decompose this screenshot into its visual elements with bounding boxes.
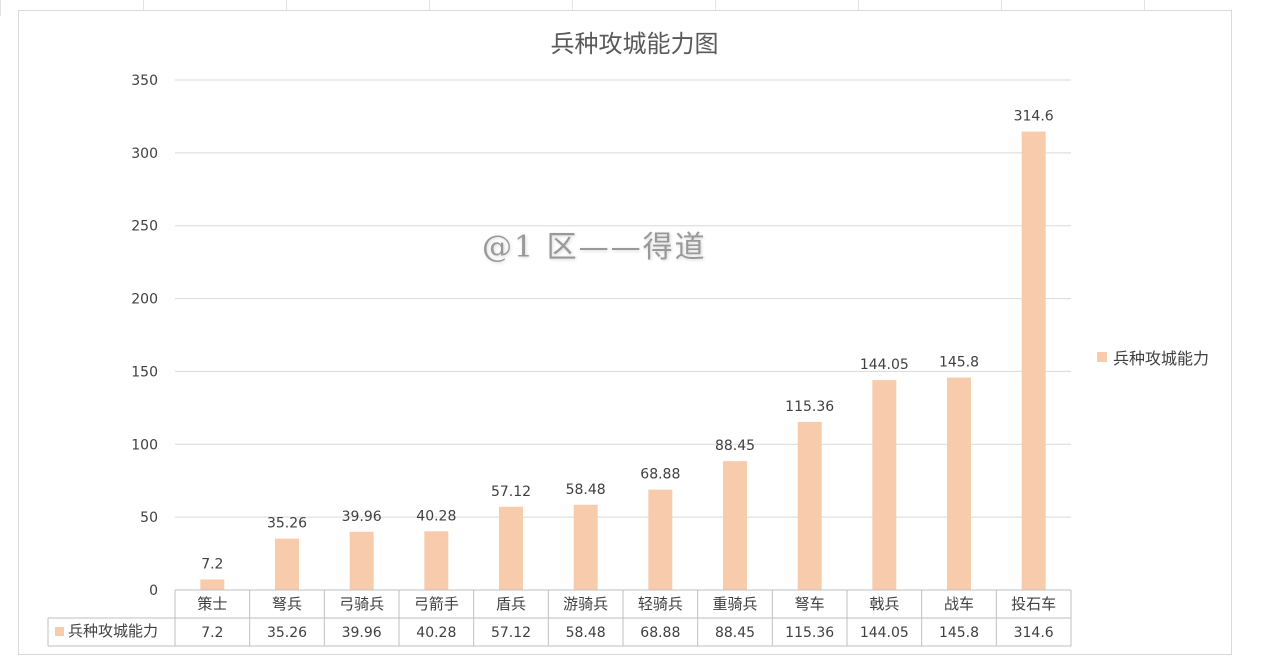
bar [797,421,822,590]
bar [947,377,971,590]
table-value: 40.28 [416,625,456,641]
data-label: 145.8 [939,355,979,371]
x-category-label: 策士 [197,595,227,613]
table-value: 145.8 [939,625,979,641]
table-value: 115.36 [785,625,834,641]
table-value: 39.96 [342,625,382,641]
x-category-label: 弩车 [795,595,825,613]
x-category-label: 弓箭手 [414,595,459,613]
bar [499,506,523,590]
legend: 兵种攻城能力 [1097,345,1209,369]
bar [349,531,374,590]
x-category-label: 盾兵 [496,595,526,613]
x-category-label: 投石车 [1011,595,1056,613]
table-value: 144.05 [860,625,909,641]
x-category-label: 游骑兵 [563,595,608,613]
data-label: 314.6 [1014,109,1054,125]
data-label: 88.45 [715,438,755,454]
table-value: 68.88 [640,625,680,641]
data-label: 68.88 [640,467,680,483]
x-category-label: 弓骑兵 [339,595,384,613]
y-tick-label: 300 [131,146,158,162]
data-label: 40.28 [416,508,456,524]
table-value: 88.45 [715,625,755,641]
x-category-label: 重骑兵 [712,595,757,613]
x-category-label: 轻骑兵 [638,595,683,613]
y-tick-label: 350 [131,73,158,89]
y-tick-label: 50 [140,510,158,526]
x-category-label: 战车 [944,595,974,613]
data-label: 58.48 [566,482,606,498]
bar [275,538,299,590]
bar [573,504,598,590]
bar [648,489,673,590]
bar [1021,131,1046,590]
x-category-label: 弩兵 [272,595,302,613]
bar [723,461,747,590]
bar [424,531,449,590]
y-tick-label: 250 [131,219,158,235]
legend-label: 兵种攻城能力 [1113,349,1210,368]
table-value: 35.26 [267,625,307,641]
legend-swatch [1097,352,1107,362]
bar [872,380,897,590]
data-label: 35.26 [267,516,307,532]
table-value: 58.48 [566,625,606,641]
y-tick-label: 200 [131,292,158,308]
y-tick-label: 100 [131,437,158,453]
table-value: 57.12 [491,625,531,641]
watermark: @1 区——得道 [482,230,707,265]
data-label: 39.96 [342,509,382,525]
table-series-name: 兵种攻城能力 [68,622,158,640]
y-tick-label: 0 [149,583,158,599]
data-label: 144.05 [860,357,909,373]
data-label: 57.12 [491,484,531,500]
table-value: 7.2 [201,625,223,641]
y-tick-label: 150 [131,364,158,380]
table-value: 314.6 [1014,625,1054,641]
chart-title: 兵种攻城能力图 [550,30,719,58]
data-label: 115.36 [785,399,834,415]
x-category-label: 戟兵 [869,595,899,613]
bar [200,579,225,590]
data-label: 7.2 [201,557,223,573]
table-legend-swatch [55,627,64,636]
